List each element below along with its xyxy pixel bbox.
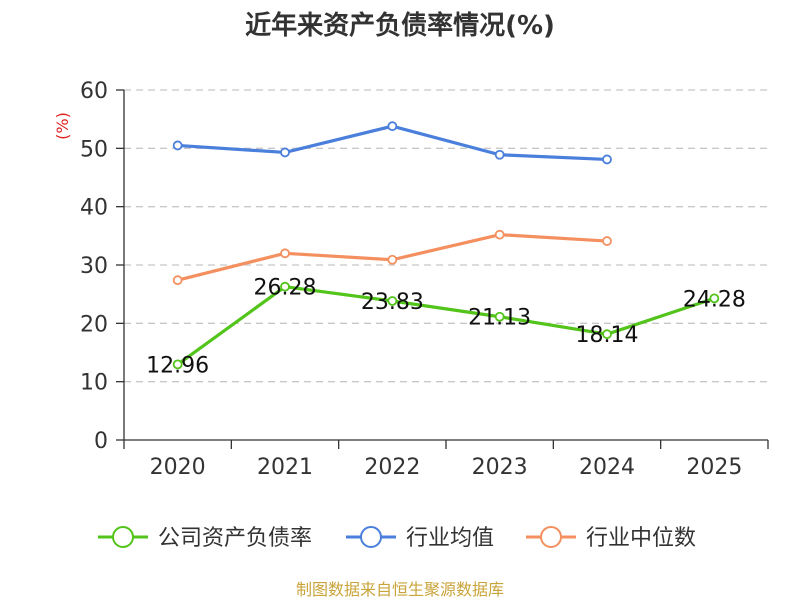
data-labels: 12.96 26.28 23.83 21.13 18.14 24.28: [146, 276, 746, 379]
y-tick-label: 30: [80, 254, 108, 279]
y-tick-label: 50: [80, 137, 108, 162]
x-axis-ticks: 2020 2021 2022 2023 2024 2025: [123, 440, 769, 480]
data-point[interactable]: [172, 140, 183, 151]
x-tick-label: 2024: [579, 455, 635, 480]
legend-marker: [112, 526, 134, 548]
data-point[interactable]: [602, 236, 612, 246]
y-tick-label: 0: [94, 429, 108, 454]
data-point[interactable]: [494, 311, 505, 322]
data-label: 12.96: [146, 353, 209, 378]
data-point[interactable]: [494, 149, 505, 160]
x-tick-label: 2021: [257, 455, 313, 480]
data-label: 23.83: [361, 290, 424, 315]
legend-item[interactable]: 行业中位数: [526, 526, 696, 551]
legend-label: 行业均值: [406, 526, 494, 551]
legend-marker: [360, 526, 382, 548]
series-line: [177, 124, 608, 162]
y-tick-label: 10: [80, 371, 108, 396]
data-point[interactable]: [172, 359, 183, 370]
legend-label: 公司资产负债率: [158, 526, 312, 551]
legend-marker: [540, 526, 562, 548]
data-point[interactable]: [172, 275, 183, 286]
data-point[interactable]: [387, 121, 398, 132]
data-point[interactable]: [280, 147, 290, 158]
y-tick-label: 40: [80, 196, 108, 221]
legend-item[interactable]: 行业均值: [346, 526, 494, 551]
data-label: 18.14: [576, 323, 639, 348]
data-point[interactable]: [280, 281, 290, 292]
series-line: [176, 285, 715, 366]
x-tick-label: 2022: [364, 455, 420, 480]
y-tick-label: 20: [80, 312, 108, 337]
y-axis-ticks: 0 10 20 30 40 50 60: [80, 79, 124, 454]
chart-title: 近年来资产负债率情况(%): [245, 10, 555, 41]
source-note: 制图数据来自恒生聚源数据库: [296, 580, 504, 599]
legend: 公司资产负债率 行业均值 行业中位数: [98, 526, 696, 551]
data-point[interactable]: [709, 293, 720, 304]
legend-item[interactable]: 公司资产负债率: [98, 526, 312, 551]
data-label: 26.28: [254, 276, 317, 301]
series-group: [172, 121, 720, 370]
y-tick-label: 60: [80, 79, 108, 104]
data-label: 24.28: [683, 287, 746, 312]
series-0: [172, 281, 720, 370]
legend-label: 行业中位数: [586, 526, 696, 551]
x-tick-label: 2020: [150, 455, 206, 480]
data-point[interactable]: [387, 296, 398, 306]
series-1: [172, 121, 612, 165]
series-2: [172, 229, 612, 286]
data-point[interactable]: [280, 248, 290, 259]
y-axis-unit-label: (%): [53, 112, 72, 140]
data-point[interactable]: [387, 254, 398, 265]
data-label: 21.13: [468, 306, 531, 331]
x-tick-label: 2023: [472, 455, 528, 480]
data-point[interactable]: [494, 229, 505, 240]
data-point[interactable]: [602, 329, 612, 340]
grid-lines: [124, 89, 768, 383]
data-point[interactable]: [602, 154, 612, 165]
x-tick-label: 2025: [686, 455, 742, 480]
